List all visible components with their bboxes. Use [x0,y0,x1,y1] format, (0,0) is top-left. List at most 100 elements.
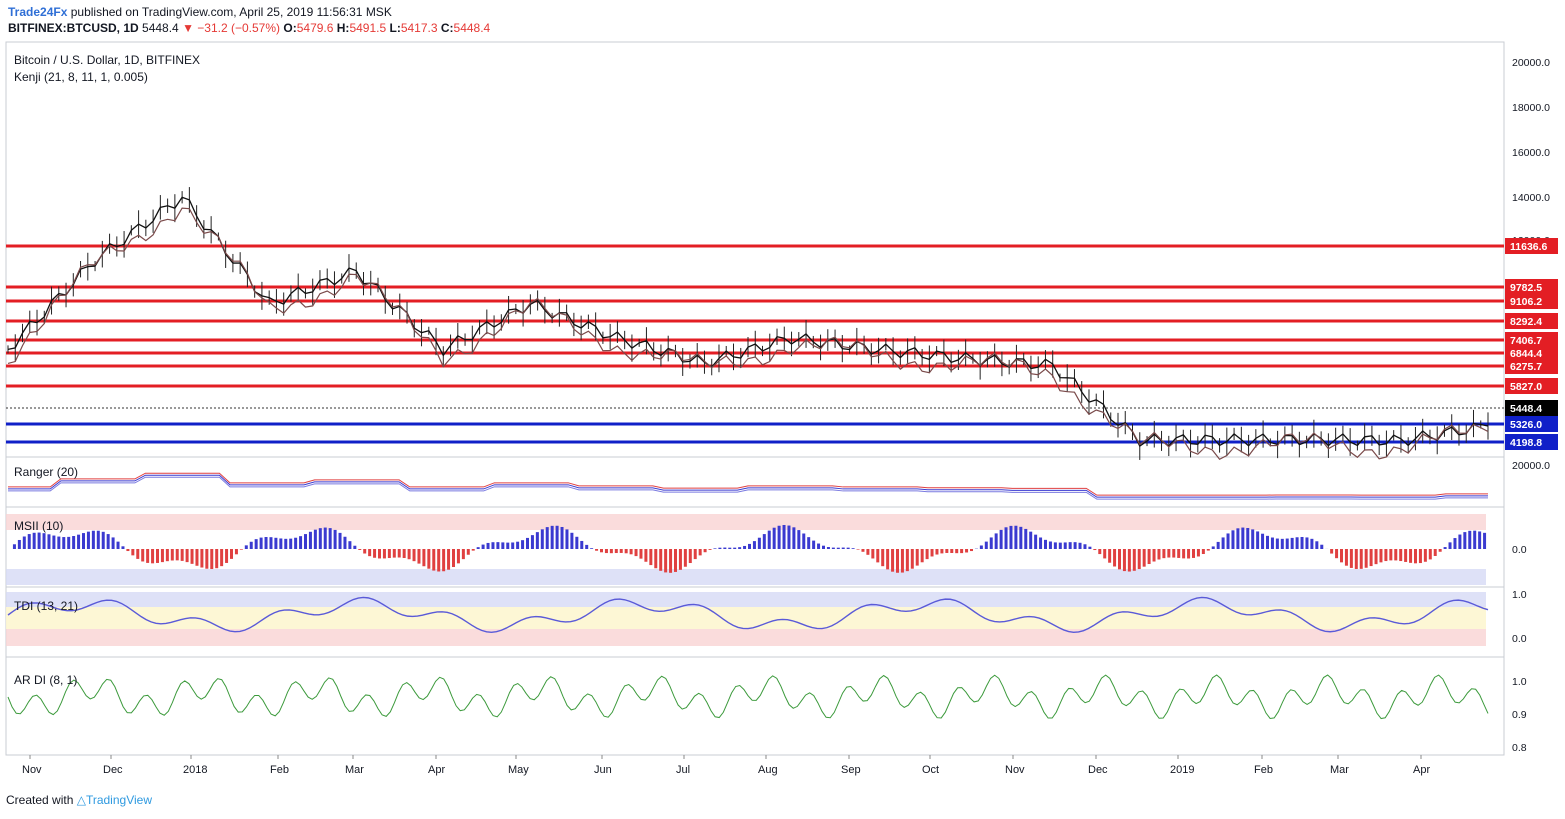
msii-bar [156,549,159,563]
msii-bar [437,549,441,572]
tradingview-link[interactable]: TradingView [85,793,152,807]
price-level-value: 11636.6 [1510,241,1548,253]
msii-bar [323,527,327,549]
msii-bar [461,549,465,560]
msii-bar [368,549,372,557]
msii-bar [456,549,460,564]
msii-bar [72,536,76,549]
msii-bar [392,549,396,558]
msii-bar [1404,549,1408,562]
msii-bar [126,549,130,552]
open-label: O: [283,21,297,35]
msii-bar [1414,549,1417,564]
msii-bar [609,549,613,554]
ardi-tick-bottom: 0.8 [1512,742,1527,754]
current-price-tag [1505,400,1558,416]
msii-bar [752,541,756,549]
msii-bar [713,548,717,549]
tdi-lower-band [6,629,1486,646]
x-axis-label: Feb [1254,764,1273,776]
msii-bar [1310,538,1314,549]
price-level-tag [1505,358,1558,374]
msii-bar [432,549,436,571]
msii-bar [190,549,194,564]
msii-bar [802,533,806,549]
msii-bar [669,549,673,573]
msii-bar [733,547,737,549]
indicator-title: Kenji (21, 8, 11, 1, 0.005) [14,70,148,84]
current-price-value: 5448.4 [1510,403,1542,415]
msii-bar [1098,549,1102,555]
msii-bar [269,537,273,549]
msii-bar [116,541,120,549]
msii-bar [1201,549,1205,555]
msii-bar [915,549,919,566]
msii-bar [313,529,317,549]
msii-bar [225,549,229,563]
msii-bar [1448,542,1452,549]
msii-bar [348,541,352,549]
msii-bar [1221,537,1225,549]
msii-bar [1418,549,1422,564]
msii-bar [151,549,155,564]
msii-bar [575,536,579,549]
msii-upper-band [6,514,1486,530]
msii-bar [62,537,66,549]
msii-bar [1458,534,1462,549]
msii-bar [970,549,973,552]
msii-bar [516,541,520,549]
open-value: 5479.6 [296,21,334,35]
published-info: published on TradingView.com, April 25, … [70,5,392,19]
msii-bar [1389,549,1393,561]
msii-bar [210,549,214,570]
chart-area[interactable]: 20000.0 18000.0 16000.0 14000.0 12000.0 … [0,40,1565,785]
msii-bar [1053,542,1057,549]
msii-bar [1275,538,1279,549]
close-label: C: [440,21,454,35]
msii-bar [940,549,944,554]
msii-bar [37,532,41,549]
price-level-value: 7406.7 [1510,335,1542,347]
price-level-tag [1505,345,1558,361]
x-axis-label: Dec [103,764,123,776]
levels-layer [6,244,1504,444]
msii-bar [1152,549,1156,562]
msii-bar [200,549,204,568]
msii-bar [910,549,914,569]
msii-bar [1108,549,1112,563]
publisher-name[interactable]: Trade24Fx [8,5,68,19]
y-tick: 14000.0 [1512,192,1550,204]
msii-tick: 0.0 [1512,544,1527,556]
msii-bar [96,530,100,549]
msii-bar [1103,549,1107,559]
msii-bar [77,534,81,549]
msii-bar [1009,525,1013,549]
msii-bar [624,549,628,554]
msii-bar [900,549,904,573]
msii-bar [1014,525,1018,549]
msii-bar [1330,549,1334,554]
msii-bar [984,541,988,549]
price-level-value: 4198.8 [1510,437,1542,449]
msii-bar [905,549,909,572]
ranger-tick: 20000.0 [1512,460,1550,472]
msii-bar [1196,549,1200,557]
msii-bar [382,549,386,559]
tdi-tick-top: 1.0 [1512,589,1527,601]
price-level-tag [1505,434,1558,450]
msii-bar [1187,549,1191,559]
msii-bar [447,549,451,570]
msii-bar [945,549,949,553]
msii-bar [664,549,668,573]
msii-bar [693,549,697,560]
msii-bar [797,530,801,549]
tradingview-logo-icon[interactable]: △ [76,793,86,807]
msii-bar [91,530,95,549]
msii-bar [1039,537,1043,549]
msii-bar [604,549,608,554]
msii-bar [506,542,510,549]
msii-bar [52,535,56,549]
msii-bar [12,544,16,549]
msii-title: MSII (10) [14,519,63,533]
msii-bar [131,549,135,556]
